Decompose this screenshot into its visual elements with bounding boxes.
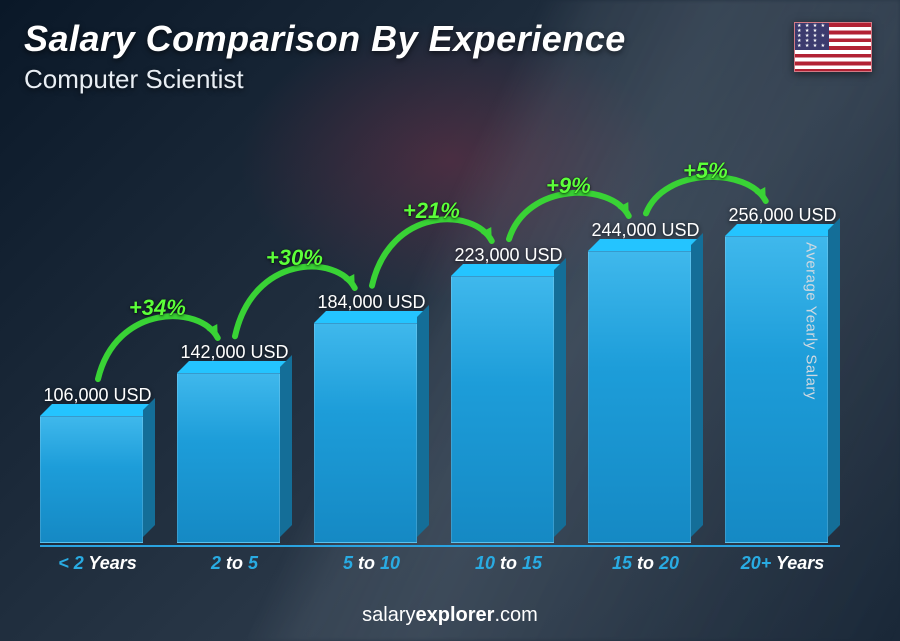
growth-percent-label: +21%: [403, 198, 460, 224]
growth-percent-label: +30%: [266, 245, 323, 271]
bar-slot: 106,000 USD: [40, 150, 155, 543]
footer-brand: salaryexplorer.com: [362, 604, 538, 626]
y-axis-label: Average Yearly Salary: [803, 242, 820, 400]
x-axis-label: 10 to 15: [451, 547, 566, 571]
bar-slot: 142,000 USD: [177, 150, 292, 543]
country-flag-icon: [794, 22, 872, 72]
bar-slot: 244,000 USD: [588, 150, 703, 543]
footer: salaryexplorer.com: [0, 604, 900, 627]
growth-percent-label: +9%: [546, 173, 591, 199]
chart-subtitle: Computer Scientist: [24, 64, 876, 95]
x-axis-label: 15 to 20: [588, 547, 703, 571]
bar: [177, 373, 292, 543]
bar-value-label: 106,000 USD: [43, 385, 151, 406]
growth-percent-label: +34%: [129, 295, 186, 321]
bar-chart: 106,000 USD 142,000 USD 184,000 USD 223,000…: [40, 150, 840, 571]
growth-percent-label: +5%: [683, 158, 728, 184]
footer-brand-bold: explorer: [416, 604, 495, 626]
x-axis-label: 20+ Years: [725, 547, 840, 571]
x-axis-label: < 2 Years: [40, 547, 155, 571]
x-axis: < 2 Years 2 to 5 5 to 10 10 to 15 15 to 20 20…: [40, 545, 840, 571]
chart-title: Salary Comparison By Experience: [24, 18, 876, 60]
bar-value-label: 184,000 USD: [317, 292, 425, 313]
bar-slot: 256,000 USD: [725, 150, 840, 543]
x-axis-label: 5 to 10: [314, 547, 429, 571]
bar: [725, 236, 840, 543]
bar: [451, 276, 566, 543]
bar: [588, 251, 703, 543]
footer-brand-light: salary: [362, 604, 415, 626]
bar-slot: 223,000 USD: [451, 150, 566, 543]
bar: [40, 416, 155, 543]
header: Salary Comparison By Experience Computer…: [24, 18, 876, 95]
bar-value-label: 142,000 USD: [180, 342, 288, 363]
x-axis-label: 2 to 5: [177, 547, 292, 571]
bar-value-label: 244,000 USD: [591, 220, 699, 241]
bar-value-label: 223,000 USD: [454, 245, 562, 266]
bar: [314, 323, 429, 543]
footer-brand-suffix: .com: [494, 604, 537, 626]
